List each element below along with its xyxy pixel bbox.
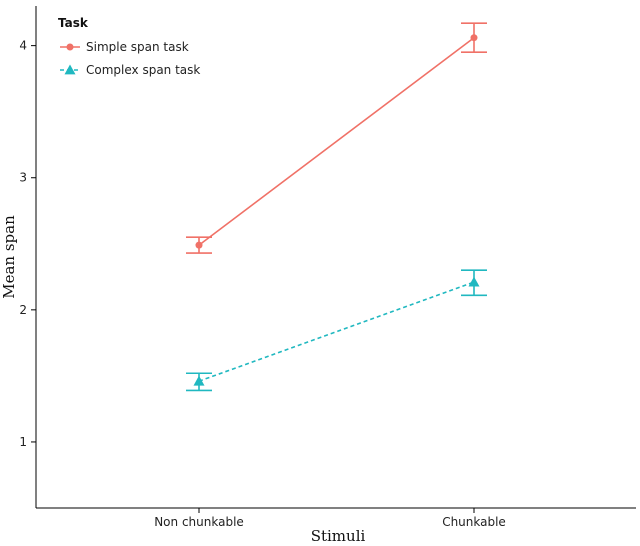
- legend-key-marker: [64, 64, 76, 75]
- x-ticks: Non chunkable Chunkable: [154, 508, 506, 529]
- data-point: [193, 375, 205, 386]
- y-tick-label: 1: [19, 435, 27, 449]
- series-layer: [186, 22, 487, 392]
- legend-items: Simple span task Complex span task: [60, 40, 200, 77]
- y-axis-title: Mean span: [0, 215, 18, 299]
- series-line: [198, 37, 475, 246]
- x-tick-label: Non chunkable: [154, 515, 244, 529]
- y-tick-label: 3: [19, 171, 27, 185]
- legend: Task Simple span task Complex span task: [58, 16, 200, 77]
- series-line: [198, 281, 475, 382]
- x-axis-title: Stimuli: [311, 527, 366, 545]
- legend-label: Complex span task: [86, 63, 200, 77]
- data-point: [195, 241, 203, 249]
- y-ticks: 1 2 3 4: [19, 39, 36, 449]
- data-point: [468, 276, 480, 287]
- legend-item: Simple span task: [60, 40, 189, 54]
- y-tick-label: 2: [19, 303, 27, 317]
- data-point: [470, 34, 478, 42]
- legend-item: Complex span task: [60, 63, 200, 77]
- x-tick-label: Chunkable: [442, 515, 506, 529]
- legend-label: Simple span task: [86, 40, 189, 54]
- y-tick-label: 4: [19, 39, 27, 53]
- series: [186, 269, 487, 392]
- series: [186, 22, 487, 254]
- legend-title: Task: [58, 16, 89, 30]
- axes: [35, 6, 636, 509]
- legend-key-marker: [66, 43, 74, 51]
